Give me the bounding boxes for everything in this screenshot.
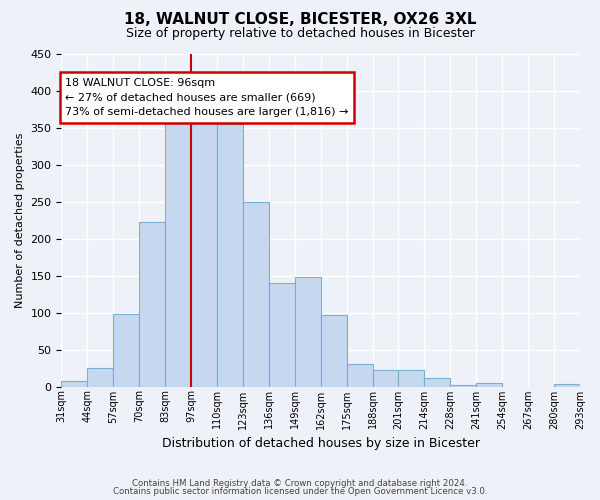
Text: 18 WALNUT CLOSE: 96sqm
← 27% of detached houses are smaller (669)
73% of semi-de: 18 WALNUT CLOSE: 96sqm ← 27% of detached… [65, 78, 349, 117]
Bar [424, 378, 451, 386]
Bar [113, 314, 139, 386]
Bar [295, 277, 321, 386]
Bar [243, 202, 269, 386]
Bar [373, 370, 398, 386]
Bar [88, 368, 113, 386]
Bar [398, 370, 424, 386]
Bar [554, 384, 580, 386]
Bar [139, 222, 165, 386]
Bar [476, 383, 502, 386]
Bar [269, 283, 295, 387]
Text: 18, WALNUT CLOSE, BICESTER, OX26 3XL: 18, WALNUT CLOSE, BICESTER, OX26 3XL [124, 12, 476, 28]
X-axis label: Distribution of detached houses by size in Bicester: Distribution of detached houses by size … [162, 437, 480, 450]
Text: Contains HM Land Registry data © Crown copyright and database right 2024.: Contains HM Land Registry data © Crown c… [132, 478, 468, 488]
Bar [451, 385, 476, 386]
Text: Contains public sector information licensed under the Open Government Licence v3: Contains public sector information licen… [113, 487, 487, 496]
Bar [165, 120, 191, 386]
Bar [347, 364, 373, 386]
Y-axis label: Number of detached properties: Number of detached properties [15, 132, 25, 308]
Bar [61, 380, 88, 386]
Bar [191, 114, 217, 386]
Bar [321, 315, 347, 386]
Text: Size of property relative to detached houses in Bicester: Size of property relative to detached ho… [125, 28, 475, 40]
Bar [217, 124, 243, 386]
